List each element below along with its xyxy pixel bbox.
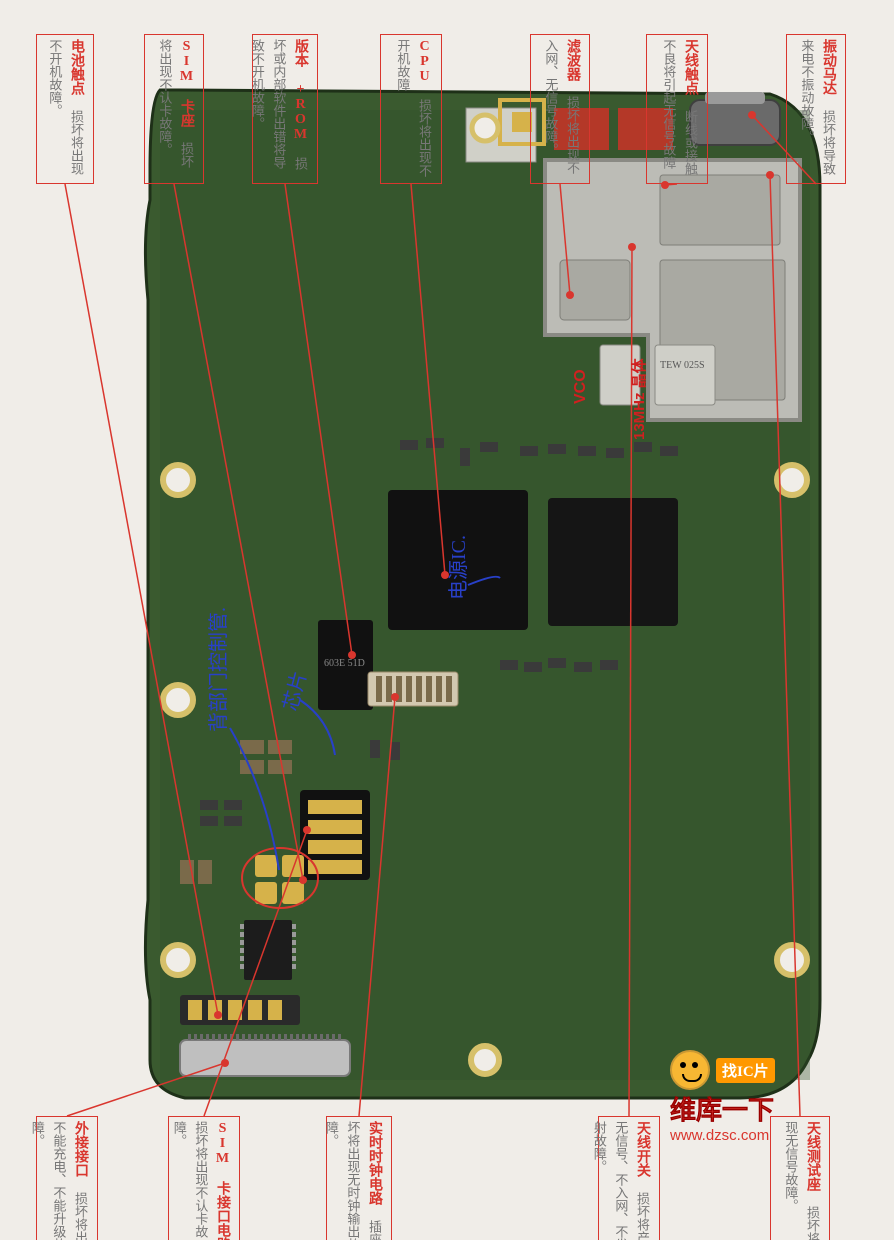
leader-ext-port <box>67 1063 225 1116</box>
callout-sim-circuit: SIM 卡接口电路 损坏将出现不认卡故障。 <box>168 1116 240 1240</box>
callout-antenna-switch: 天线开关 损坏将产生无信号、不入网、不发射故障。 <box>598 1116 660 1240</box>
callout-cpu-title: CPU <box>417 39 432 84</box>
diagram-stage: TEW 025S 603E 51D <box>0 0 894 1240</box>
handwriting-line-0 <box>230 728 279 870</box>
shield-chip-3 <box>660 260 785 400</box>
mounting-holes <box>163 115 807 1074</box>
leader-dot-filter <box>566 291 574 299</box>
callout-antenna-contact: 天线触点 断线或接触不良将引起无信号故障 <box>646 34 708 184</box>
ext-connector <box>180 1040 350 1076</box>
callout-rtc: 实时时钟电路 插座损坏将出现无时钟输出故障。 <box>326 1116 392 1240</box>
sim-ic-pins <box>240 924 296 969</box>
callout-antenna-switch-title: 天线开关 <box>635 1121 650 1177</box>
xtal-marking: TEW 025S <box>660 360 705 371</box>
watermark-line1: 维库一下 <box>670 1090 775 1127</box>
rtc-socket <box>368 672 458 706</box>
callout-vibration-motor: 振动马达 损坏将导致来电不振动故障。 <box>786 34 846 184</box>
callout-ext-port-title: 外接接口 <box>73 1121 88 1177</box>
power-ic-chip <box>548 498 678 626</box>
red-ellipse-annotation <box>242 848 318 908</box>
leader-antenna-test <box>770 175 800 1116</box>
ext-conn-pins <box>188 1034 341 1040</box>
shield-chip-1 <box>560 260 630 320</box>
leader-dot-vibration-motor <box>748 111 756 119</box>
callout-ext-port: 外接接口 损坏将出现不能充电、不能升级故障。 <box>36 1116 98 1240</box>
motor-connector-top <box>705 92 765 104</box>
callout-cpu: CPU 损坏将出现不开机故障 <box>380 34 442 184</box>
leader-dot-antenna-switch <box>628 243 636 251</box>
callout-sim-socket-title: SIM 卡座 <box>179 39 194 127</box>
xtal-block <box>655 345 715 405</box>
leader-dot-antenna-test <box>766 171 774 179</box>
battery-contacts <box>180 995 300 1025</box>
leader-dot-rtc <box>391 693 399 701</box>
rom-marking: 603E 51D <box>324 658 365 669</box>
shield-chip-2 <box>660 175 780 245</box>
antenna-pad-inner <box>512 112 532 132</box>
rtc-pins <box>376 676 452 702</box>
leader-dot-rom <box>348 651 356 659</box>
leader-antenna-contact <box>665 184 677 185</box>
leader-filter <box>560 184 570 295</box>
leader-lines <box>65 111 816 1116</box>
callout-rom-title: 版本 +ROM <box>293 39 308 142</box>
top-shielded-part <box>466 108 536 162</box>
leader-rom <box>285 184 352 655</box>
leader-dot-sim-circuit <box>303 826 311 834</box>
onboard-label-vco: VCO <box>572 369 590 404</box>
leader-dot-sim-socket <box>299 876 307 884</box>
leader-dot-ext-port <box>221 1059 229 1067</box>
handwriting-hw1: 背部门控制管. <box>202 607 231 732</box>
callout-antenna-test: 天线测试座 损坏将出现无信号故障。 <box>770 1116 830 1240</box>
watermark-line2: www.dzsc.com <box>670 1127 775 1144</box>
callout-rtc-title: 实时时钟电路 <box>367 1121 382 1205</box>
handwriting-line-1 <box>300 700 335 755</box>
leader-battery-contact <box>65 184 218 1015</box>
callout-antenna-contact-title: 天线触点 <box>683 39 698 95</box>
callout-filter-title: 滤波器 <box>565 39 580 81</box>
onboard-label-xtal: 13MHz 晶体 <box>628 358 649 440</box>
handwriting-hw2: 芯片 <box>274 667 312 713</box>
gold-test-pads <box>255 855 304 904</box>
callout-vibration-motor-title: 振动马达 <box>821 39 836 95</box>
sim-interface-ic <box>244 920 292 980</box>
sim-contact-pads <box>300 790 370 880</box>
watermark: 找IC片 维库一下 www.dzsc.com <box>670 1050 775 1144</box>
callout-antenna-test-title: 天线测试座 <box>805 1121 820 1191</box>
handwriting-line-2 <box>468 577 500 585</box>
callout-sim-circuit-body: 损坏将出现不认卡故障。 <box>172 1121 209 1238</box>
callout-battery-contact-title: 电池触点 <box>69 39 84 95</box>
callout-filter: 滤波器 损坏将出现不入网、无信号故障。 <box>530 34 590 184</box>
pcb-outline <box>145 90 820 1098</box>
callout-sim-circuit-title: SIM 卡接口电路 <box>215 1121 230 1240</box>
leader-sim-socket <box>174 184 303 880</box>
pcb-texture <box>160 110 810 1080</box>
smd-scatter <box>180 438 678 884</box>
leader-dot-battery-contact <box>214 1011 222 1019</box>
callout-sim-socket: SIM 卡座 损坏将出现不认卡故障。 <box>144 34 204 184</box>
handwriting-lines <box>230 577 500 870</box>
leader-cpu <box>411 184 445 575</box>
watermark-mascot-icon <box>670 1050 710 1090</box>
rom-chip <box>318 620 373 710</box>
callout-rom: 版本 +ROM 损坏或内部软件出错将导致不开机故障。 <box>252 34 318 184</box>
callout-battery-contact: 电池触点 损坏将出现不开机故障。 <box>36 34 94 184</box>
leader-sim-circuit <box>204 830 307 1116</box>
watermark-tag: 找IC片 <box>716 1058 775 1083</box>
handwriting-hw3: 电源IC. <box>442 535 471 600</box>
leader-rtc <box>359 697 395 1116</box>
